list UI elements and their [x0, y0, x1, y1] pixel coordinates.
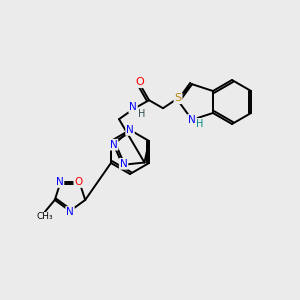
Text: N: N	[120, 159, 128, 169]
Text: H: H	[196, 119, 204, 129]
Text: N: N	[129, 102, 137, 112]
Text: H: H	[138, 109, 146, 119]
Text: N: N	[56, 177, 64, 187]
Text: O: O	[74, 177, 83, 187]
Text: N: N	[188, 115, 196, 125]
Text: N: N	[66, 207, 74, 217]
Text: CH₃: CH₃	[37, 212, 53, 221]
Text: O: O	[136, 77, 144, 87]
Text: N: N	[126, 125, 134, 135]
Text: N: N	[110, 140, 118, 150]
Text: S: S	[175, 93, 182, 103]
